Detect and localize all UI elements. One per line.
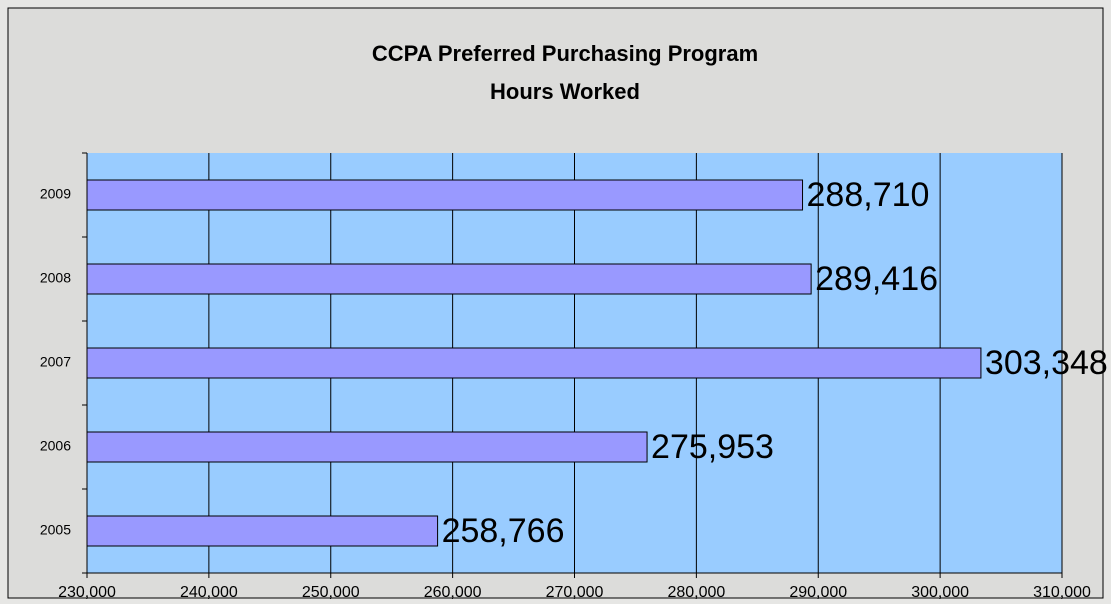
value-label: 303,348	[985, 344, 1108, 382]
x-tick-label: 270,000	[546, 584, 604, 601]
chart-title: CCPA Preferred Purchasing Program	[372, 41, 758, 66]
y-tick-label: 2007	[40, 354, 71, 370]
x-tick-label: 240,000	[180, 584, 238, 601]
bar	[86, 263, 812, 295]
bar	[86, 179, 804, 211]
y-tick-label: 2008	[40, 270, 71, 286]
x-tick-label: 250,000	[302, 584, 360, 601]
value-label: 288,710	[807, 176, 930, 214]
y-tick-label: 2009	[40, 186, 71, 202]
x-tick-label: 260,000	[424, 584, 482, 601]
bar	[86, 515, 439, 547]
y-tick-label: 2005	[40, 522, 71, 538]
value-label: 289,416	[815, 260, 938, 298]
chart-subtitle: Hours Worked	[490, 79, 640, 104]
bar	[86, 431, 648, 463]
x-tick-label: 310,000	[1033, 584, 1091, 601]
x-tick-label: 290,000	[789, 584, 847, 601]
value-label: 275,953	[651, 428, 774, 466]
y-tick-label: 2006	[40, 438, 71, 454]
bar	[86, 347, 982, 379]
x-tick-label: 230,000	[58, 584, 116, 601]
x-tick-label: 300,000	[911, 584, 969, 601]
x-tick-label: 280,000	[667, 584, 725, 601]
value-label: 258,766	[442, 512, 565, 550]
